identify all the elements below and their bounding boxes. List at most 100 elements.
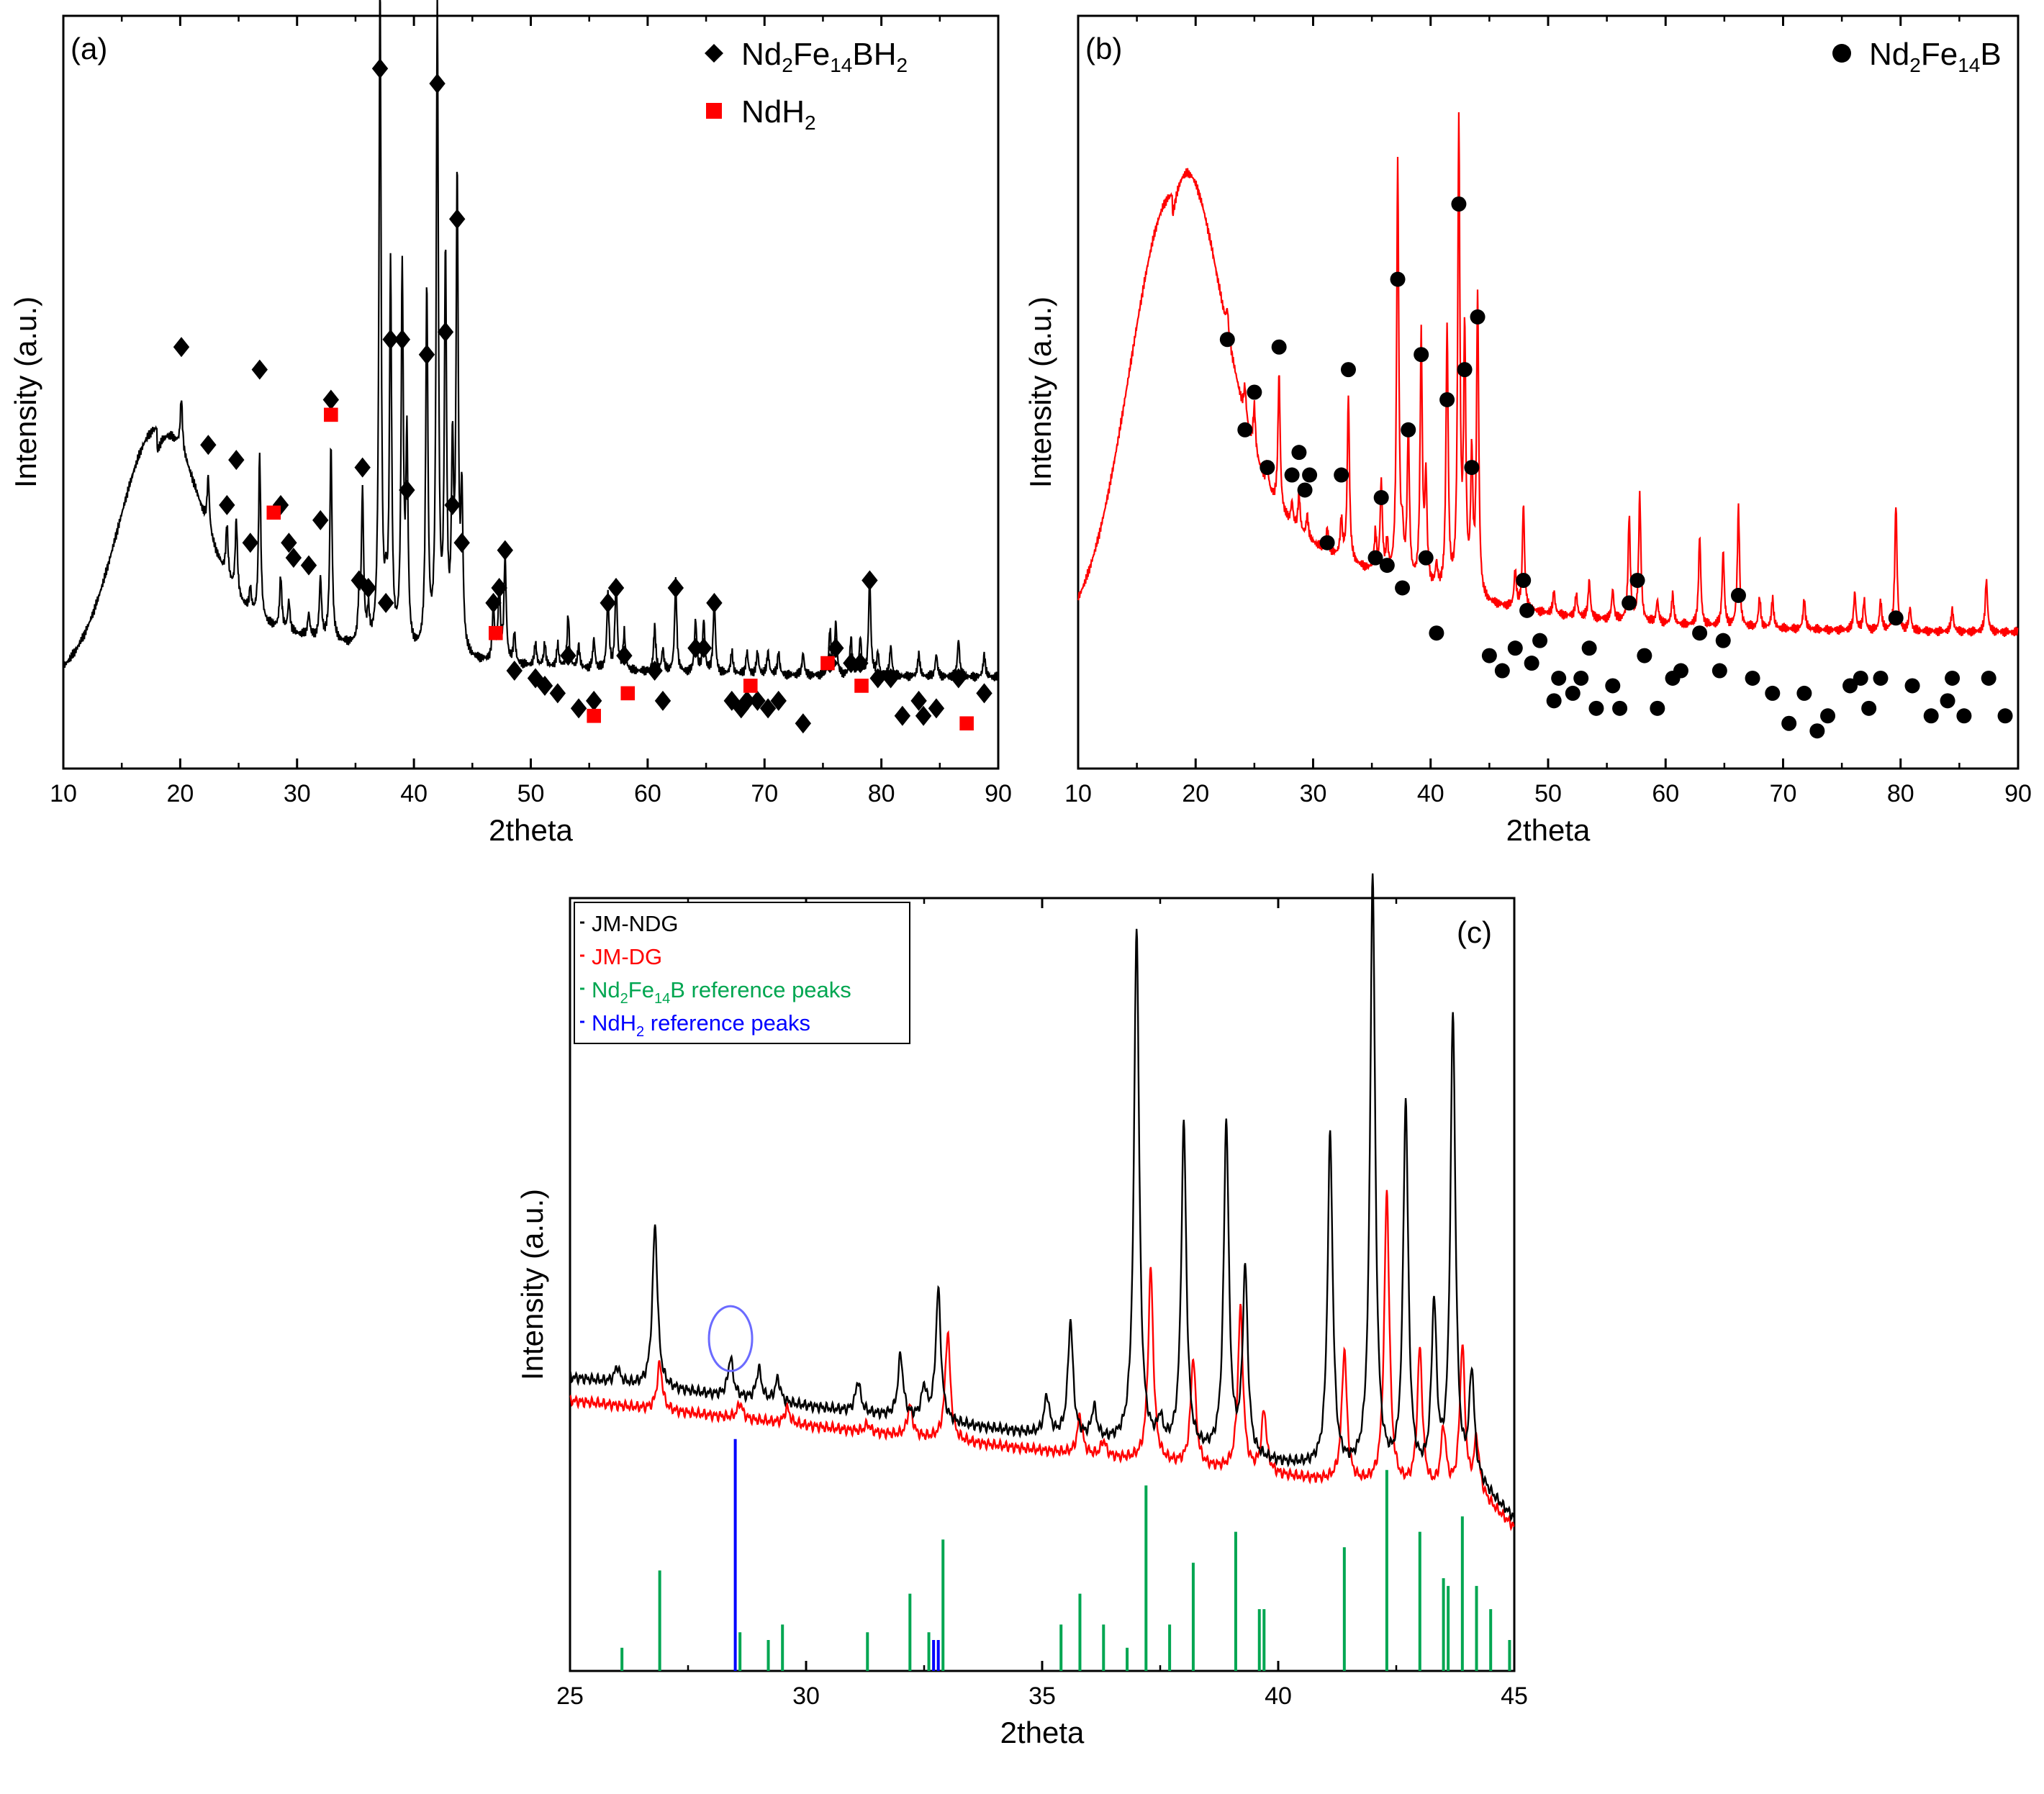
panel-c: 25 30 35 40 45 2theta Intensity (a.u.) (c) JM-ND… (515, 873, 1528, 1749)
diamond-peak-marker (354, 457, 371, 478)
circle-peak-marker (1390, 271, 1406, 287)
x-tick-label: 50 (1534, 780, 1562, 807)
jm-ndg-line (569, 873, 1515, 1522)
diamond-peak-marker (882, 668, 899, 689)
diamond-peak-marker (862, 570, 878, 591)
legend-label-part: 2 (782, 54, 793, 76)
legend-label-part: BH (852, 37, 896, 72)
diamond-peak-marker (453, 533, 470, 553)
circle-peak-marker (1842, 678, 1858, 694)
diamond-peak-marker (654, 690, 671, 711)
diamond-peak-marker (549, 683, 566, 704)
diamond-peak-marker (228, 450, 245, 471)
y-axis-label: Intensity (a.u.) (9, 296, 42, 488)
circle-peak-marker (1302, 467, 1318, 483)
circle-peak-marker (1367, 550, 1383, 566)
square-peak-marker (488, 625, 503, 640)
legend-label: Nd2​Fe14​B (1869, 37, 2002, 76)
circle-peak-marker (1605, 678, 1621, 694)
circle-peak-marker (1260, 460, 1275, 476)
diamond-peak-marker (667, 577, 684, 598)
x-axis-label: 2theta (1000, 1716, 1085, 1749)
diamond-peak-marker (200, 435, 217, 456)
circle-peak-marker (1524, 656, 1539, 671)
legend-label: JM-DG (592, 944, 662, 969)
legend-label-part: 14 (830, 54, 852, 76)
x-tick-label: 10 (50, 780, 77, 807)
legend-label-part: Nd (1869, 37, 1909, 72)
diamond-peak-marker (894, 705, 911, 726)
diamond-peak-marker (382, 329, 399, 350)
legend-label: Nd2​Fe14​BH2​ (741, 37, 908, 76)
legend-diamond-symbol (705, 44, 723, 63)
circle-peak-marker (1439, 391, 1455, 407)
diamond-peak-marker (852, 653, 869, 674)
circle-peak-marker (1429, 625, 1444, 641)
circle-peak-marker (1715, 633, 1731, 648)
diamond-peak-marker (706, 592, 723, 613)
diamond-peak-marker (281, 533, 297, 553)
legend-label-part: Nd (741, 37, 782, 72)
circle-peak-marker (1237, 422, 1253, 438)
diamond-peak-marker (506, 661, 523, 681)
diamond-peak-marker (497, 540, 513, 561)
x-tick-label: 30 (792, 1682, 820, 1710)
square-peak-marker (854, 679, 869, 693)
diamond-peak-marker (437, 322, 454, 343)
diamond-peak-marker (795, 713, 812, 734)
diamond-peak-marker (285, 548, 302, 568)
diamond-peak-marker (444, 494, 461, 515)
circle-peak-marker (1692, 625, 1708, 641)
legend-label: JM-NDG (592, 911, 679, 936)
circle-peak-marker (1457, 362, 1473, 378)
circle-peak-marker (1940, 693, 1955, 709)
square-peak-marker (266, 505, 281, 520)
circle-peak-marker (1481, 648, 1497, 663)
circle-peak-marker (1418, 550, 1434, 566)
circle-peak-marker (1414, 347, 1429, 363)
x-tick-label: 45 (1501, 1682, 1528, 1710)
diamond-peak-marker (251, 359, 268, 380)
diamond-peak-marker (928, 698, 945, 719)
circle-peak-marker (1888, 610, 1904, 626)
circle-peak-marker (1546, 693, 1562, 709)
circle-peak-marker (1745, 670, 1760, 686)
ndh2-highlight-ellipse (707, 1305, 754, 1372)
diamond-peak-marker (646, 661, 663, 681)
circle-peak-marker (1219, 332, 1235, 348)
x-tick-label: 60 (1652, 780, 1679, 807)
circle-peak-marker (1464, 460, 1480, 476)
circle-peak-marker (1796, 685, 1812, 701)
panel-b: 10 20 30 40 50 60 70 80 90 2theta Intensity (a.u.)… (1023, 14, 2032, 847)
circle-peak-marker (1334, 467, 1349, 483)
x-tick-label: 50 (517, 780, 545, 807)
legend-label-part: JM-NDG (592, 911, 679, 936)
x-tick-label: 40 (400, 780, 428, 807)
legend-label-part: NdH (592, 1010, 636, 1036)
circle-peak-marker (1291, 445, 1307, 461)
circle-peak-marker (1532, 633, 1548, 648)
legend-circle-symbol (1832, 44, 1851, 63)
circle-peak-marker (1711, 663, 1727, 679)
circle-peak-marker (1451, 196, 1467, 212)
diamond-peak-marker (394, 329, 411, 350)
legend-label-part: 14 (1958, 54, 1980, 76)
legend-label: Nd2​Fe14​B reference peaks (592, 977, 851, 1007)
diamond-peak-marker (600, 592, 616, 613)
circle-peak-marker (1379, 558, 1395, 574)
circle-peak-marker (1401, 422, 1416, 438)
legend-label-part: 2 (620, 991, 628, 1007)
circle-peak-marker (1622, 595, 1637, 611)
legend-label-part: 2 (805, 112, 816, 134)
legend-label-part: JM-DG (592, 944, 662, 969)
panel-label: (c) (1457, 915, 1492, 949)
diamond-peak-marker (570, 698, 587, 719)
diamond-peak-marker (312, 509, 329, 530)
circle-peak-marker (1923, 708, 1939, 724)
diamond-peak-marker (418, 344, 435, 365)
diamond-peak-marker (616, 645, 633, 666)
x-tick-label: 90 (2004, 780, 2032, 807)
panel-a: 10 20 30 40 50 60 70 80 90 2theta Intensity (a.u.)… (9, 0, 1012, 847)
circle-peak-marker (1373, 489, 1389, 505)
diamond-peak-marker (687, 638, 704, 658)
